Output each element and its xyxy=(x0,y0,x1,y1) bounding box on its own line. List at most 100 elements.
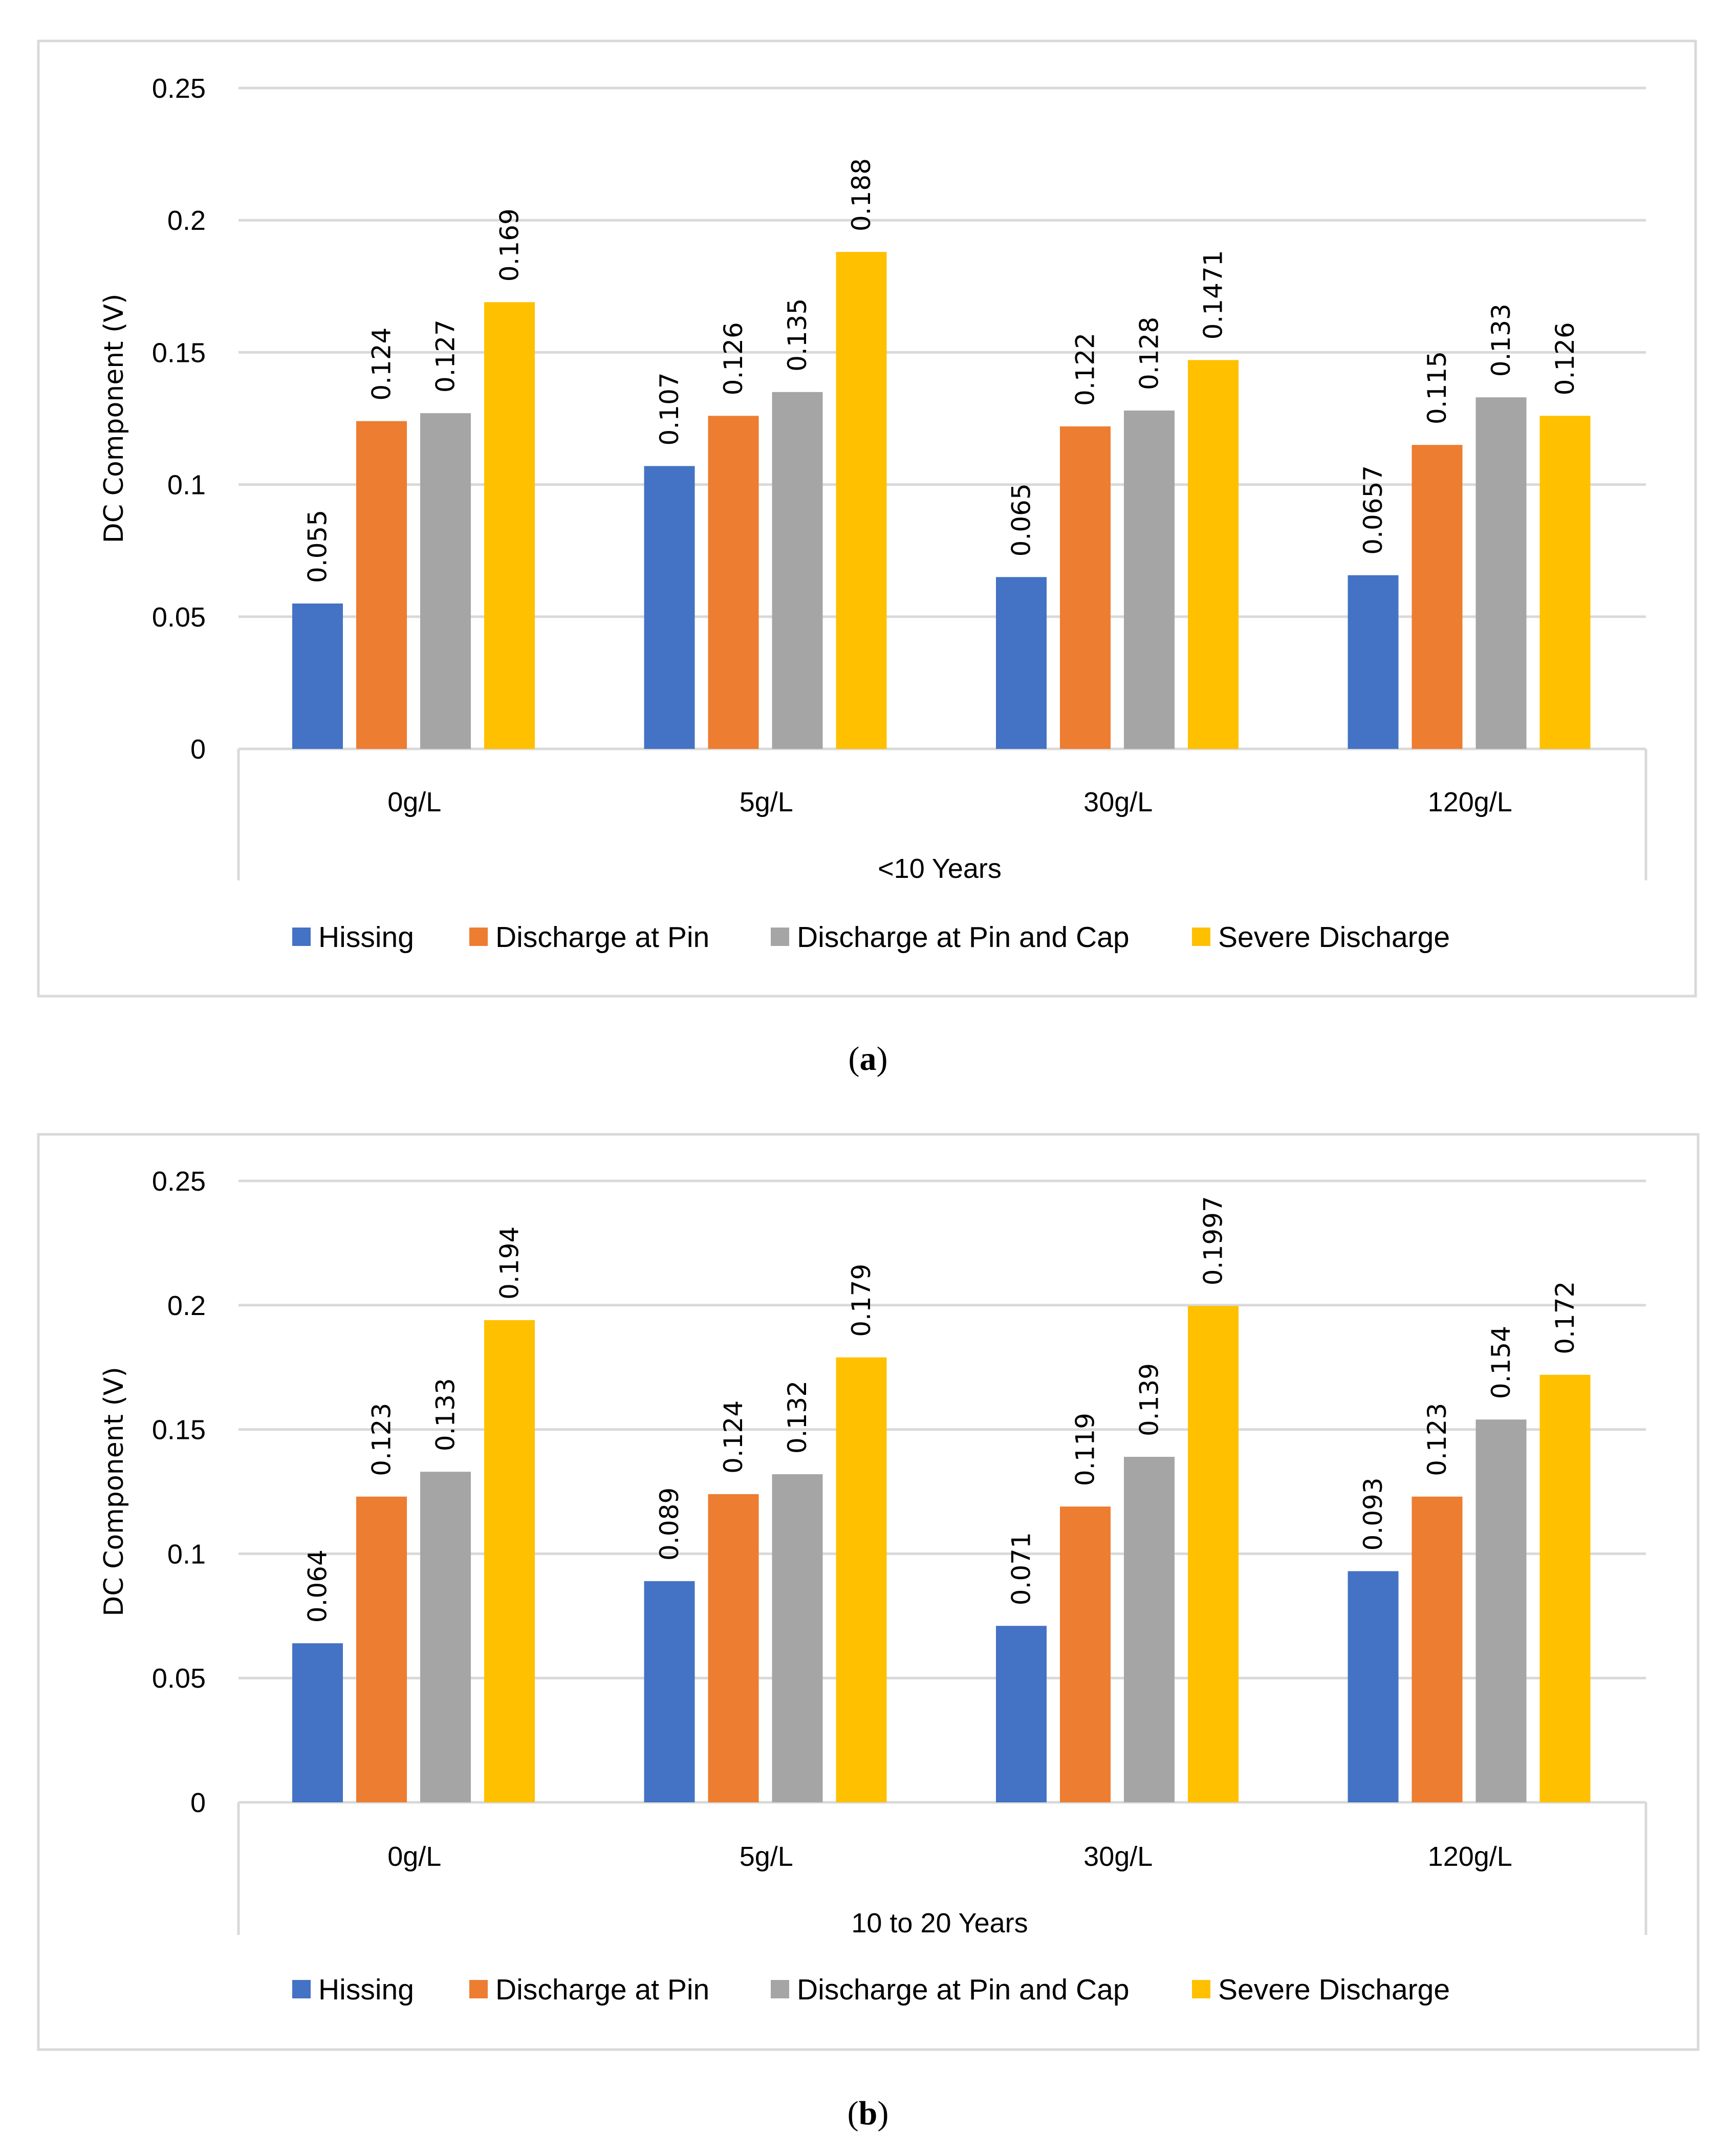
data-label: 0.133 xyxy=(431,1378,461,1451)
legend-label: Hissing xyxy=(318,1973,414,2006)
caption-letter: a xyxy=(860,1040,877,1078)
x-axis-title: 10 to 20 Years xyxy=(851,1908,1028,1938)
figure-caption: (a) xyxy=(849,1040,888,1078)
data-label: 0.093 xyxy=(1358,1477,1388,1550)
bar xyxy=(996,577,1047,749)
data-label: 0.124 xyxy=(719,1401,748,1474)
legend-label: Discharge at Pin and Cap xyxy=(797,1973,1130,2006)
data-label: 0.126 xyxy=(719,322,748,395)
data-label: 0.188 xyxy=(847,158,876,231)
data-label: 0.169 xyxy=(495,208,525,282)
bar xyxy=(644,1581,695,1802)
data-label: 0.0657 xyxy=(1358,465,1388,555)
y-tick-label: 0.05 xyxy=(152,602,206,633)
data-label: 0.089 xyxy=(655,1488,684,1561)
bar xyxy=(1412,445,1463,749)
bar xyxy=(420,413,471,749)
data-label: 0.055 xyxy=(303,510,333,583)
data-label: 0.123 xyxy=(1422,1403,1452,1476)
bar xyxy=(1475,397,1527,749)
data-label: 0.064 xyxy=(303,1549,333,1623)
legend-label: Discharge at Pin and Cap xyxy=(797,921,1130,954)
data-label: 0.154 xyxy=(1486,1326,1516,1399)
y-axis-title: DC Component (V) xyxy=(99,294,129,543)
y-tick-label: 0.25 xyxy=(152,1166,206,1197)
bar xyxy=(836,1357,887,1802)
bar xyxy=(1475,1419,1527,1802)
bar xyxy=(420,1472,471,1802)
bar xyxy=(1348,575,1399,749)
bar xyxy=(1124,1457,1175,1802)
bar xyxy=(484,302,535,749)
x-axis-title: <10 Years xyxy=(878,853,1002,884)
legend-label: Severe Discharge xyxy=(1218,1973,1450,2006)
data-label: 0.135 xyxy=(783,298,812,372)
legend-label: Hissing xyxy=(318,921,414,954)
y-tick-label: 0.25 xyxy=(152,73,206,104)
bar xyxy=(772,1474,823,1802)
bar xyxy=(1188,1306,1239,1802)
data-label: 0.119 xyxy=(1071,1413,1100,1486)
y-axis-title: DC Component (V) xyxy=(99,1367,129,1616)
x-category-label: 0g/L xyxy=(387,1841,441,1872)
legend-swatch xyxy=(771,1980,789,1998)
caption-letter: b xyxy=(859,2095,878,2132)
y-tick-label: 0 xyxy=(190,1787,206,1818)
legend-swatch xyxy=(292,928,311,946)
y-tick-label: 0.2 xyxy=(167,1290,206,1321)
bar xyxy=(996,1626,1047,1802)
bar xyxy=(292,1643,343,1802)
data-label: 0.107 xyxy=(655,372,684,445)
bar xyxy=(644,466,695,749)
x-category-label: 120g/L xyxy=(1428,787,1512,817)
legend-swatch xyxy=(1192,928,1210,946)
x-category-label: 5g/L xyxy=(740,787,793,817)
data-label: 0.179 xyxy=(847,1264,876,1337)
data-label: 0.132 xyxy=(783,1381,812,1454)
data-label: 0.172 xyxy=(1550,1281,1580,1354)
data-label: 0.071 xyxy=(1007,1532,1036,1605)
data-label: 0.127 xyxy=(431,319,461,393)
y-tick-label: 0.15 xyxy=(152,337,206,368)
bar xyxy=(836,252,887,749)
data-label: 0.128 xyxy=(1135,317,1164,390)
data-label: 0.133 xyxy=(1486,304,1516,377)
legend-swatch xyxy=(771,928,789,946)
data-label: 0.194 xyxy=(495,1226,525,1300)
legend-label: Discharge at Pin xyxy=(495,1973,709,2006)
bar xyxy=(708,416,759,749)
x-category-label: 5g/L xyxy=(740,1841,793,1872)
x-category-label: 30g/L xyxy=(1083,1841,1153,1872)
bar xyxy=(1060,426,1111,749)
chart-a: 0 0.05 0.1 0.15 0.2 0.25 DC Component (V) 0g/L 0… xyxy=(37,39,1697,1078)
x-category-label: 30g/L xyxy=(1083,787,1153,817)
legend-swatch xyxy=(469,1980,488,1998)
legend-label: Discharge at Pin xyxy=(495,921,709,954)
y-tick-label: 0.1 xyxy=(167,1539,206,1569)
bar xyxy=(356,1496,407,1802)
bar xyxy=(1539,416,1591,749)
bar xyxy=(772,392,823,749)
data-label: 0.139 xyxy=(1135,1363,1164,1436)
data-label: 0.126 xyxy=(1550,322,1580,395)
y-tick-label: 0.15 xyxy=(152,1415,206,1446)
data-label: 0.123 xyxy=(367,1403,397,1476)
data-label: 0.1471 xyxy=(1199,250,1228,339)
bar xyxy=(1060,1506,1111,1802)
bar xyxy=(1188,360,1239,749)
figure-caption: (b) xyxy=(848,2095,889,2132)
bar xyxy=(1412,1496,1463,1802)
chart-b: 0 0.05 0.1 0.15 0.2 0.25 DC Component (V) 0g/L 0… xyxy=(37,1133,1700,2132)
legend-swatch xyxy=(292,1980,311,1998)
bar xyxy=(1539,1374,1591,1802)
x-category-label: 0g/L xyxy=(387,787,441,817)
data-label: 0.122 xyxy=(1071,333,1100,406)
bar xyxy=(356,421,407,749)
y-tick-label: 0 xyxy=(190,734,206,765)
data-label: 0.124 xyxy=(367,328,397,401)
y-tick-label: 0.1 xyxy=(167,470,206,501)
data-label: 0.115 xyxy=(1422,351,1452,424)
bar xyxy=(1348,1571,1399,1802)
y-tick-label: 0.2 xyxy=(167,205,206,236)
bar xyxy=(1124,411,1175,749)
